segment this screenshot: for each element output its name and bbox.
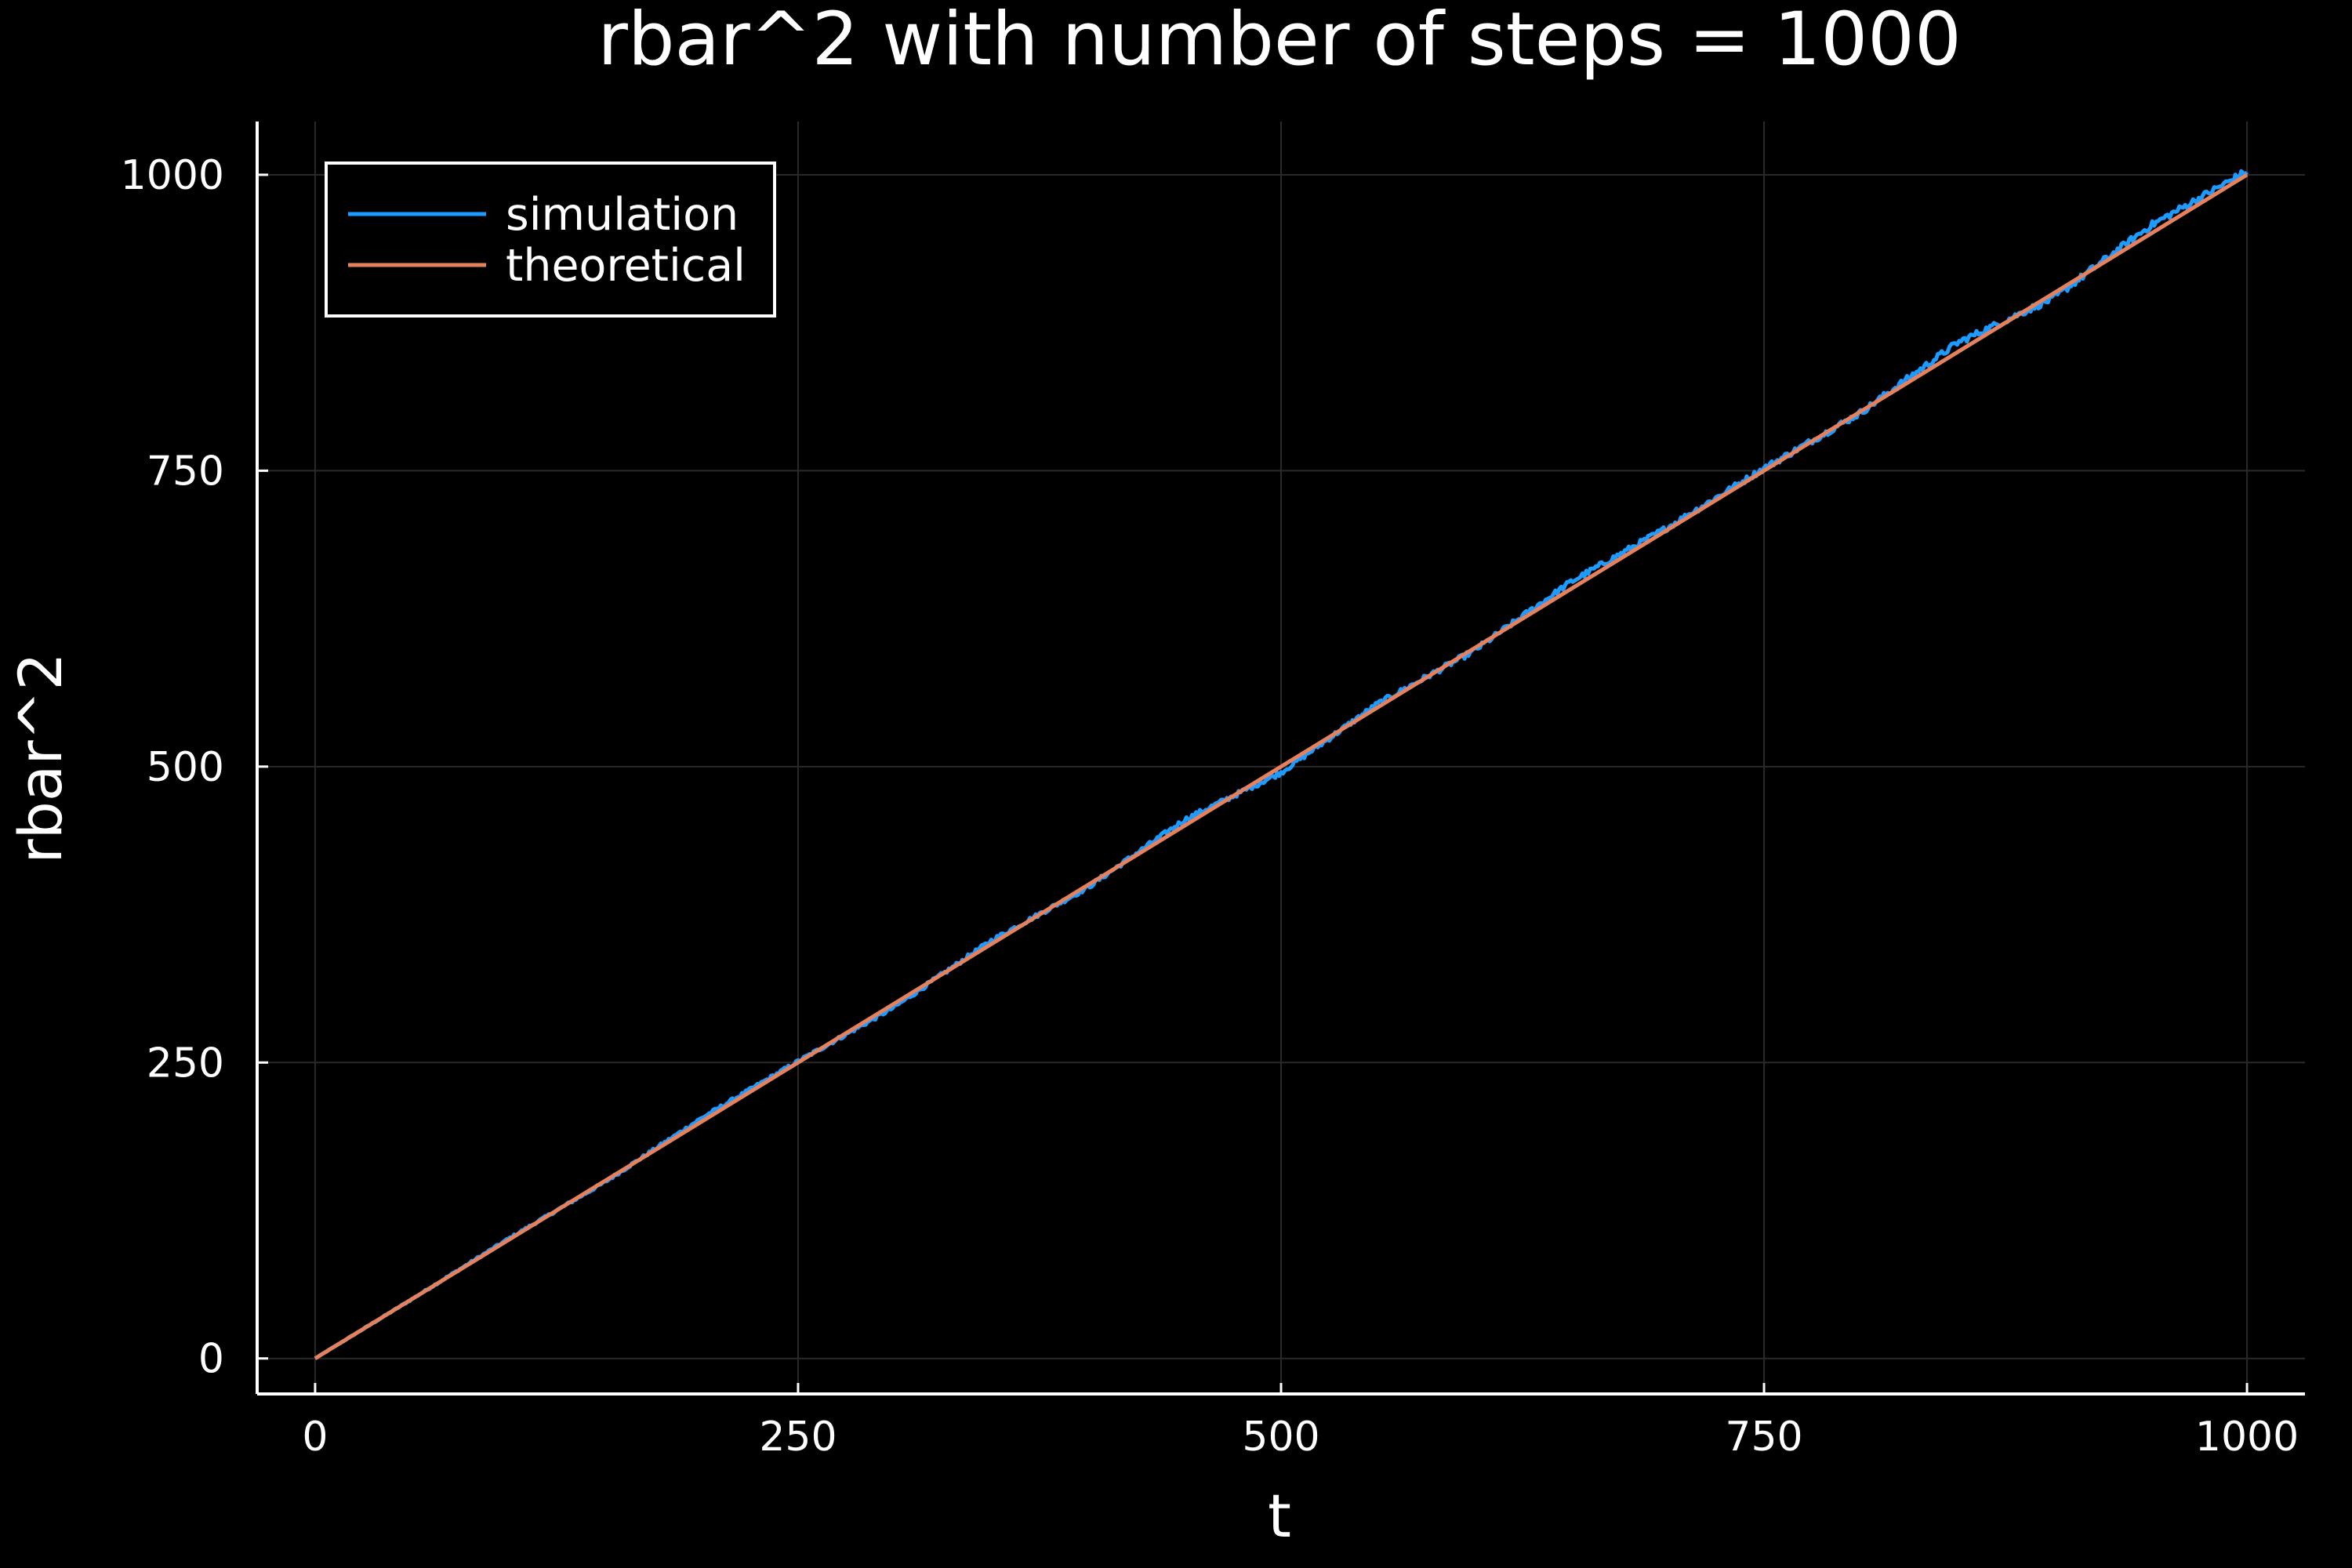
series-line-theoretical [314, 172, 2249, 1360]
x-axis-label: t [1268, 1481, 1291, 1551]
x-tick-label: 0 [302, 1414, 328, 1461]
legend-box [325, 162, 776, 318]
x-tick-label: 500 [1242, 1414, 1319, 1461]
y-tick-label: 500 [147, 744, 224, 791]
y-tick-label: 1000 [121, 152, 224, 199]
y-tick-label: 0 [198, 1336, 224, 1383]
x-tick-label: 1000 [2195, 1414, 2299, 1461]
grid [257, 122, 2305, 1394]
chart-title: rbar^2 with number of steps = 1000 [597, 0, 1962, 82]
x-tick-label: 750 [1725, 1414, 1802, 1461]
y-tick-label: 250 [147, 1040, 224, 1087]
plot-area [314, 169, 2249, 1360]
legend-label-simulation: simulation [506, 189, 739, 241]
y-tick-label: 750 [147, 448, 224, 495]
y-axis-label: rbar^2 [5, 652, 75, 863]
x-tick-label: 250 [759, 1414, 837, 1461]
legend: simulation theoretical [325, 162, 776, 318]
axes [256, 122, 2305, 1396]
legend-label-theoretical: theoretical [506, 240, 746, 292]
tick-labels: 0 250 500 750 1000 0 250 500 750 1000 [121, 152, 2299, 1461]
